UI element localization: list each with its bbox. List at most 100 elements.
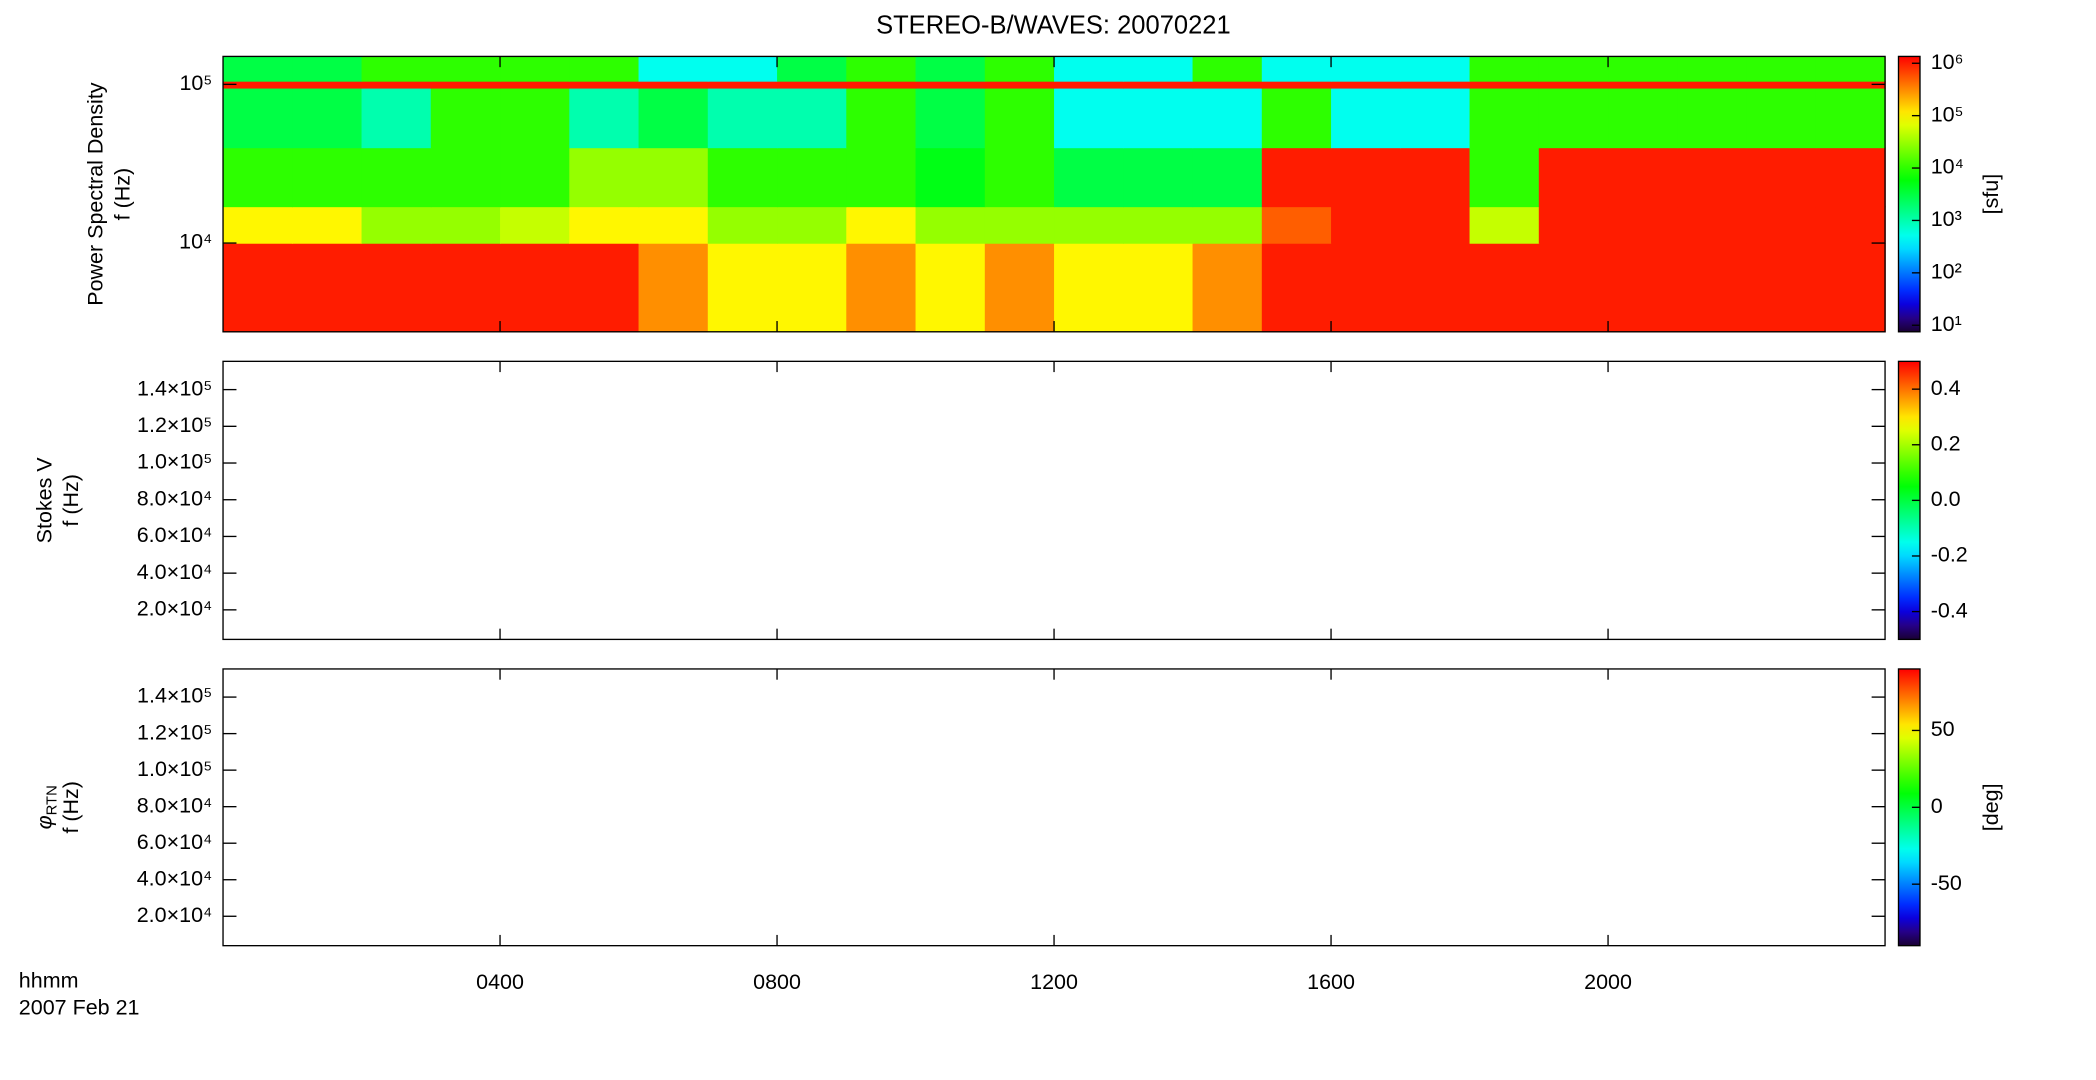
heatmap-cell (1677, 56, 1748, 82)
heatmap-cell (1261, 87, 1332, 149)
heatmap-cell (1123, 206, 1194, 244)
y-tick-label: 8.0×10⁴ (137, 486, 213, 510)
heatmap-cell (846, 243, 917, 333)
heatmap-cell (1123, 56, 1194, 82)
y-tick-label: 2.0×10⁴ (137, 903, 213, 927)
plot-frame (222, 360, 1886, 641)
heatmap-cell (984, 56, 1055, 82)
heatmap-cell (500, 243, 570, 333)
heatmap-cell (223, 87, 293, 149)
heatmap-cell (638, 147, 709, 208)
heatmap-cell (707, 206, 778, 244)
heatmap-cell (223, 56, 293, 82)
heatmap-cell (1400, 56, 1471, 82)
y-tick-label: 10⁵ (179, 71, 212, 95)
heatmap-cell (292, 206, 363, 244)
y-axis-subscript: RTN (44, 785, 60, 815)
heatmap-cell (1192, 147, 1263, 208)
heatmap-cell (430, 243, 501, 333)
heatmap-cell (638, 206, 709, 244)
heatmap-cell (1192, 87, 1263, 149)
x-tick-label: 1600 (1307, 970, 1355, 994)
heatmap-cell (915, 56, 986, 82)
heatmap-cell (1123, 87, 1194, 149)
y-tick-label: 6.0×10⁴ (137, 523, 213, 547)
heatmap-cell (777, 56, 847, 82)
heatmap-cell (984, 87, 1055, 149)
y-tick-label: 1.2×10⁵ (137, 413, 212, 437)
heatmap-cell (223, 147, 293, 208)
heatmap-cell (984, 206, 1055, 244)
heatmap-cell (1815, 81, 1886, 89)
heatmap-cell (1331, 56, 1401, 82)
y-tick-label: 4.0×10⁴ (137, 866, 213, 890)
heatmap-cell (1815, 206, 1886, 244)
heatmap-cell (1261, 243, 1332, 333)
heatmap-cell (1331, 87, 1401, 149)
heatmap-cell (707, 243, 778, 333)
y-axis-label: Stokes V (32, 457, 56, 544)
y-axis-label: f (Hz) (59, 781, 83, 834)
heatmap-cell (638, 56, 709, 82)
y-tick-label: 1.2×10⁵ (137, 720, 212, 744)
panel: 2.0×10⁴ 4.0×10⁴ 6.0×10⁴ 8.0×10⁴ 1.0×10⁵ 1.2×1… (32, 360, 1968, 641)
heatmap-cell (1054, 206, 1124, 244)
heatmap-cell (1192, 56, 1263, 82)
heatmap-cell (1123, 147, 1194, 208)
x-tick-label: 0400 (476, 970, 524, 994)
colorbar-tick-label: -0.2 (1931, 543, 1968, 567)
colorbar-tick-label: 10³ (1931, 207, 1962, 231)
colorbar-tick-label: 0 (1931, 794, 1943, 818)
heatmap-cell (430, 147, 501, 208)
heatmap-cell (1608, 87, 1678, 149)
colorbar-tick-label: 50 (1931, 717, 1955, 741)
heatmap-cell (777, 243, 847, 333)
heatmap-cell (638, 87, 709, 149)
heatmap-cell (223, 81, 293, 89)
heatmap-cell (500, 56, 570, 82)
heatmap-cell (1469, 243, 1540, 333)
heatmap-cell (777, 87, 847, 149)
heatmap-cell (1331, 206, 1401, 244)
heatmap-cell (707, 81, 778, 89)
heatmap-cell (1608, 81, 1678, 89)
heatmap-cell (1746, 87, 1817, 149)
heatmap-cell (915, 243, 986, 333)
heatmap-cell (1261, 147, 1332, 208)
y-tick-label: 1.4×10⁵ (137, 376, 212, 400)
heatmap-cell (1331, 81, 1401, 89)
x-tick-label: 1200 (1030, 970, 1078, 994)
colorbar-label: [sfu] (1979, 174, 2003, 215)
colorbar-tick-label: -50 (1931, 871, 1962, 895)
heatmap-cell (707, 56, 778, 82)
heatmap-cell (846, 81, 917, 89)
heatmap-cell (361, 243, 432, 333)
heatmap-cell (1608, 147, 1678, 208)
heatmap-cell (846, 56, 917, 82)
heatmap-cell (1054, 56, 1124, 82)
heatmap-cell (500, 147, 570, 208)
heatmap-cell (1054, 81, 1124, 89)
colorbar-tick-label: -0.4 (1931, 598, 1968, 622)
heatmap-cell (1054, 87, 1124, 149)
colorbar-tick-label: 0.2 (1931, 431, 1961, 455)
heatmap-cell (1815, 147, 1886, 208)
heatmap-cell (1331, 243, 1401, 333)
heatmap-cell (569, 147, 640, 208)
heatmap-cell (1608, 206, 1678, 244)
heatmap-cell (500, 87, 570, 149)
heatmap-cell (1261, 56, 1332, 82)
heatmap-cell (500, 81, 570, 89)
plot-frame (222, 668, 1886, 947)
heatmap-cell (984, 147, 1055, 208)
y-tick-label: 1.0×10⁵ (137, 450, 212, 474)
heatmap-cell (638, 243, 709, 333)
heatmap-cell (915, 87, 986, 149)
y-tick-label: 1.0×10⁵ (137, 757, 212, 781)
heatmap-cell (361, 206, 432, 244)
y-tick-label: 4.0×10⁴ (137, 560, 213, 584)
y-tick-label: 2.0×10⁴ (137, 597, 213, 621)
x-tick-label: 2000 (1584, 970, 1632, 994)
heatmap-cell (1400, 243, 1471, 333)
